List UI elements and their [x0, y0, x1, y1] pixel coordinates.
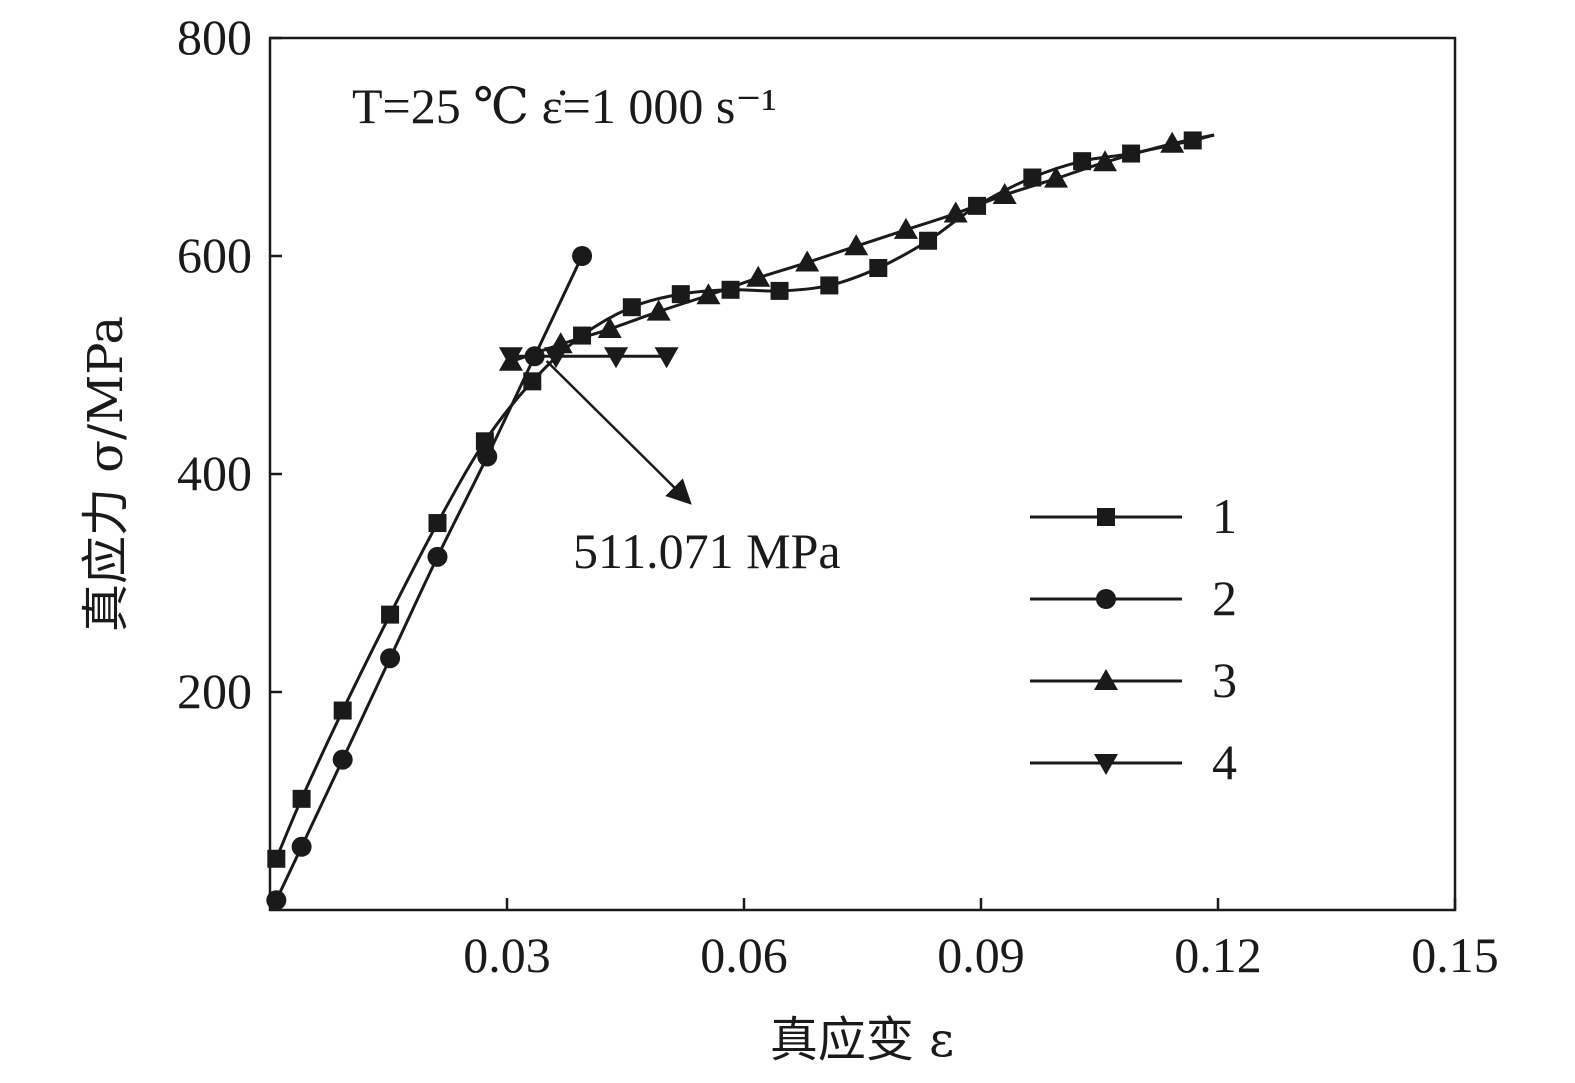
series-1-line [274, 133, 1215, 860]
series-1-point [333, 701, 352, 720]
series-1-point [671, 285, 690, 304]
series-2-point [572, 246, 593, 266]
series-1-point [622, 298, 641, 317]
series-1-point [381, 605, 400, 624]
y-axis-label: 真应力 σ/MPa [78, 316, 134, 632]
series-3-point [1160, 131, 1185, 153]
x-axis-label: 真应变 ε [770, 1012, 954, 1068]
series-1-point [267, 849, 286, 868]
legend-label: 1 [1212, 488, 1237, 544]
series-3 [498, 131, 1215, 371]
x-tick-label: 0.09 [937, 927, 1025, 983]
y-tick-label: 600 [177, 227, 252, 283]
legend-item-1: 1 [1030, 488, 1237, 544]
series-1-point [292, 789, 311, 808]
legend-marker [1097, 508, 1115, 526]
series-3-point [844, 234, 869, 256]
legend-item-3: 3 [1030, 652, 1237, 708]
series-1-point [820, 276, 839, 295]
series-1-point [919, 231, 938, 250]
series-4-point [543, 347, 568, 369]
series-2-point [380, 648, 401, 669]
x-tick-label: 0.12 [1174, 927, 1262, 983]
x-axis-ticks: 0.03 0.06 0.09 0.12 0.15 [463, 898, 1499, 983]
x-tick-label: 0.15 [1411, 927, 1499, 983]
series-layer [266, 131, 1215, 911]
legend-label: 3 [1212, 652, 1237, 708]
y-tick-label: 200 [177, 663, 252, 719]
series-3-point [943, 201, 968, 223]
test-conditions-label: T=25 ℃ ε̇=1 000 s⁻¹ [352, 78, 777, 134]
series-1 [267, 131, 1215, 868]
series-3-point [795, 250, 820, 272]
series-2-point [266, 890, 287, 911]
series-2 [266, 246, 593, 911]
y-axis-ticks: 200 400 600 800 [177, 9, 282, 719]
series-3-point [1093, 150, 1118, 172]
series-1-point [475, 432, 494, 451]
legend-marker [1096, 589, 1116, 609]
y-tick-label: 400 [177, 445, 252, 501]
legend-marker [1094, 754, 1118, 775]
legend-item-2: 2 [1030, 570, 1237, 626]
series-3-point [746, 265, 771, 287]
series-1-point [523, 372, 542, 391]
series-3-point [597, 317, 622, 339]
series-3-point [696, 283, 721, 305]
series-2-point [477, 446, 498, 467]
series-3-point [646, 299, 671, 321]
series-2-point [291, 836, 312, 857]
annotation-label: 511.071 MPa [573, 523, 841, 579]
x-tick-label: 0.03 [463, 927, 551, 983]
series-4-point [604, 347, 629, 369]
plot-frame [268, 36, 1457, 912]
series-4-point [498, 347, 523, 369]
series-1-point [428, 514, 447, 533]
series-2-point [427, 546, 448, 567]
legend-item-4: 4 [1030, 734, 1237, 790]
annotation-arrow [545, 360, 692, 505]
legend: 1 2 3 4 [1030, 488, 1237, 790]
y-tick-label: 800 [177, 9, 252, 65]
series-1-point [1023, 168, 1042, 187]
legend-marker [1094, 669, 1118, 690]
legend-label: 4 [1212, 734, 1237, 790]
series-1-point [770, 281, 789, 300]
series-1-point [1073, 152, 1092, 171]
series-4-point [654, 347, 679, 369]
legend-label: 2 [1212, 570, 1237, 626]
series-3-point [893, 217, 918, 239]
series-1-point [869, 258, 888, 277]
series-2-point [332, 749, 353, 770]
series-4 [498, 347, 679, 369]
series-3-point [1044, 166, 1069, 188]
series-3-point [992, 182, 1017, 204]
x-tick-label: 0.06 [700, 927, 788, 983]
